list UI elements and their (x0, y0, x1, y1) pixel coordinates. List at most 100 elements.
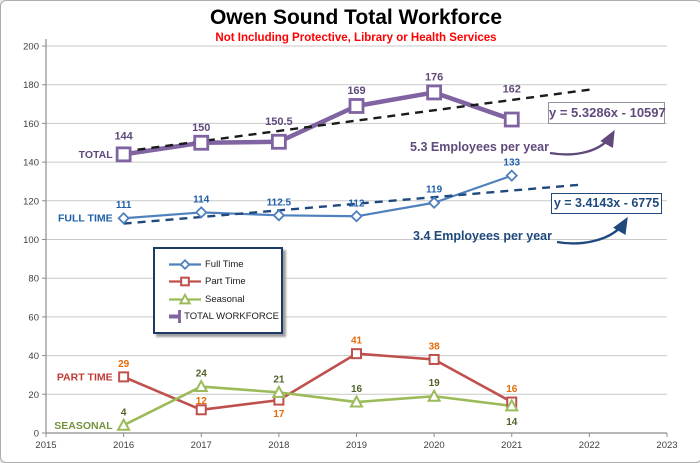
marker-square-icon (180, 276, 190, 287)
total-workforce-legend-key-icon (169, 310, 182, 324)
marker-diamond-icon (117, 211, 130, 225)
full-time-legend-key-icon (169, 258, 201, 270)
trend-annotation-total: 5.3 Employees per year (410, 140, 549, 154)
y-tick-label: 120 (23, 196, 39, 207)
marker-diamond-icon (179, 258, 191, 270)
data-label-seasonal: 19 (429, 378, 441, 389)
y-tick-label: 60 (28, 312, 39, 323)
marker-diamond-icon (505, 169, 519, 182)
marker-diamond-icon (427, 196, 441, 210)
x-tick-label: 2020 (424, 440, 445, 451)
y-tick-label: 80 (28, 274, 39, 285)
x-tick-label: 2016 (113, 440, 134, 451)
data-label-part-time: 17 (273, 409, 285, 420)
data-label-seasonal: 16 (351, 384, 363, 395)
marker-triangle-icon (194, 378, 209, 393)
series-label-full-time: FULL TIME (58, 213, 113, 225)
legend: Full Time Part Time Seasonal TOTAL WORKFORC… (153, 247, 283, 334)
data-label-seasonal: 4 (121, 407, 127, 418)
data-label-seasonal: 24 (196, 369, 208, 380)
chart-subtitle: Not Including Protective, Library or Hea… (215, 32, 497, 44)
marker-triangle-icon (116, 417, 131, 431)
data-label-total-workforce: 169 (347, 85, 365, 97)
legend-item-total-workforce: TOTAL WORKFORCE (168, 310, 279, 324)
marker-square-icon (195, 404, 207, 416)
seasonal-legend-key-icon (169, 292, 201, 305)
marker-triangle-icon (349, 394, 364, 408)
legend-label-part-time: Part Time (205, 276, 246, 288)
marker-square-icon (351, 348, 362, 360)
marker-diamond-icon (272, 209, 286, 222)
data-label-part-time: 38 (429, 341, 441, 352)
data-label-full-time: 133 (503, 158, 520, 169)
x-tick-label: 2023 (656, 440, 677, 451)
y-tick-label: 180 (23, 80, 39, 91)
y-tick-label: 140 (23, 158, 39, 169)
marker-triangle-icon (271, 384, 287, 398)
trend-annotation-fulltime: 3.4 Employees per year (413, 229, 552, 243)
marker-square-bold-icon (178, 310, 182, 324)
marker-square-icon (428, 353, 440, 365)
marker-square-bold-icon (503, 111, 520, 128)
x-tick-label: 2019 (346, 440, 367, 451)
x-tick-label: 2021 (501, 440, 522, 451)
data-label-seasonal: 14 (506, 417, 518, 428)
y-tick-label: 40 (28, 351, 39, 362)
data-label-total-workforce: 150.5 (265, 116, 293, 128)
data-label-total-workforce: 150 (192, 122, 210, 134)
trend-equation-box-fulltime: y = 3.4143x - 6775 (551, 193, 662, 214)
data-label-part-time: 16 (506, 384, 518, 395)
y-tick-label: 200 (23, 42, 39, 53)
data-label-full-time: 111 (116, 200, 132, 211)
series-line-full-time (123, 174, 513, 220)
legend-label-seasonal: Seasonal (205, 293, 245, 305)
marker-square-bold-icon (426, 84, 443, 101)
marker-square-bold-icon (348, 98, 365, 114)
data-label-full-time: 119 (426, 185, 443, 196)
data-label-total-workforce: 176 (425, 71, 443, 83)
marker-triangle-icon (426, 388, 442, 402)
data-label-seasonal: 21 (273, 374, 285, 385)
marker-diamond-icon (350, 210, 363, 223)
series-label-part-time: PART TIME (57, 371, 113, 383)
series-line-total-workforce (123, 90, 513, 157)
series-line-part-time (123, 352, 513, 412)
annotation-arrow-fulltime (556, 216, 628, 245)
legend-item-full-time: Full Time (168, 258, 279, 271)
data-label-full-time: 112 (348, 198, 365, 209)
series-line-seasonal (123, 385, 512, 427)
series-label-seasonal: SEASONAL (54, 420, 113, 432)
data-label-total-workforce: 144 (114, 130, 133, 142)
y-tick-label: 20 (28, 390, 39, 401)
data-label-part-time: 12 (196, 396, 208, 407)
annotation-arrow-total (549, 129, 615, 156)
marker-square-icon (118, 371, 130, 383)
data-label-part-time: 29 (118, 359, 130, 370)
y-tick-label: 0 (34, 429, 39, 440)
chart-title: Owen Sound Total Workforce (209, 6, 503, 29)
legend-label-full-time: Full Time (205, 258, 244, 270)
x-tick-label: 2017 (191, 440, 212, 451)
x-tick-label: 2018 (268, 440, 289, 451)
legend-label-total-workforce: TOTAL WORKFORCE (184, 311, 279, 323)
marker-square-bold-icon (193, 134, 210, 151)
data-label-full-time: 112.5 (267, 197, 292, 208)
series-label-total-workforce: TOTAL (79, 149, 114, 161)
marker-diamond-icon (194, 206, 208, 219)
x-tick-label: 2022 (579, 440, 600, 451)
y-tick-label: 100 (23, 235, 39, 246)
marker-triangle-icon (178, 292, 192, 305)
marker-triangle-icon (504, 398, 519, 412)
trend-equation-box-total: y = 5.3286x - 10597 (548, 102, 666, 124)
part-time-legend-key-icon (169, 276, 201, 287)
marker-square-bold-icon (115, 146, 132, 163)
data-label-part-time: 41 (351, 336, 363, 347)
data-label-total-workforce: 162 (503, 84, 521, 96)
legend-item-seasonal: Seasonal (168, 292, 279, 306)
data-label-full-time: 114 (193, 194, 210, 205)
x-tick-label: 2015 (35, 440, 56, 451)
legend-item-part-time: Part Time (168, 275, 279, 288)
marker-square-bold-icon (270, 133, 287, 150)
